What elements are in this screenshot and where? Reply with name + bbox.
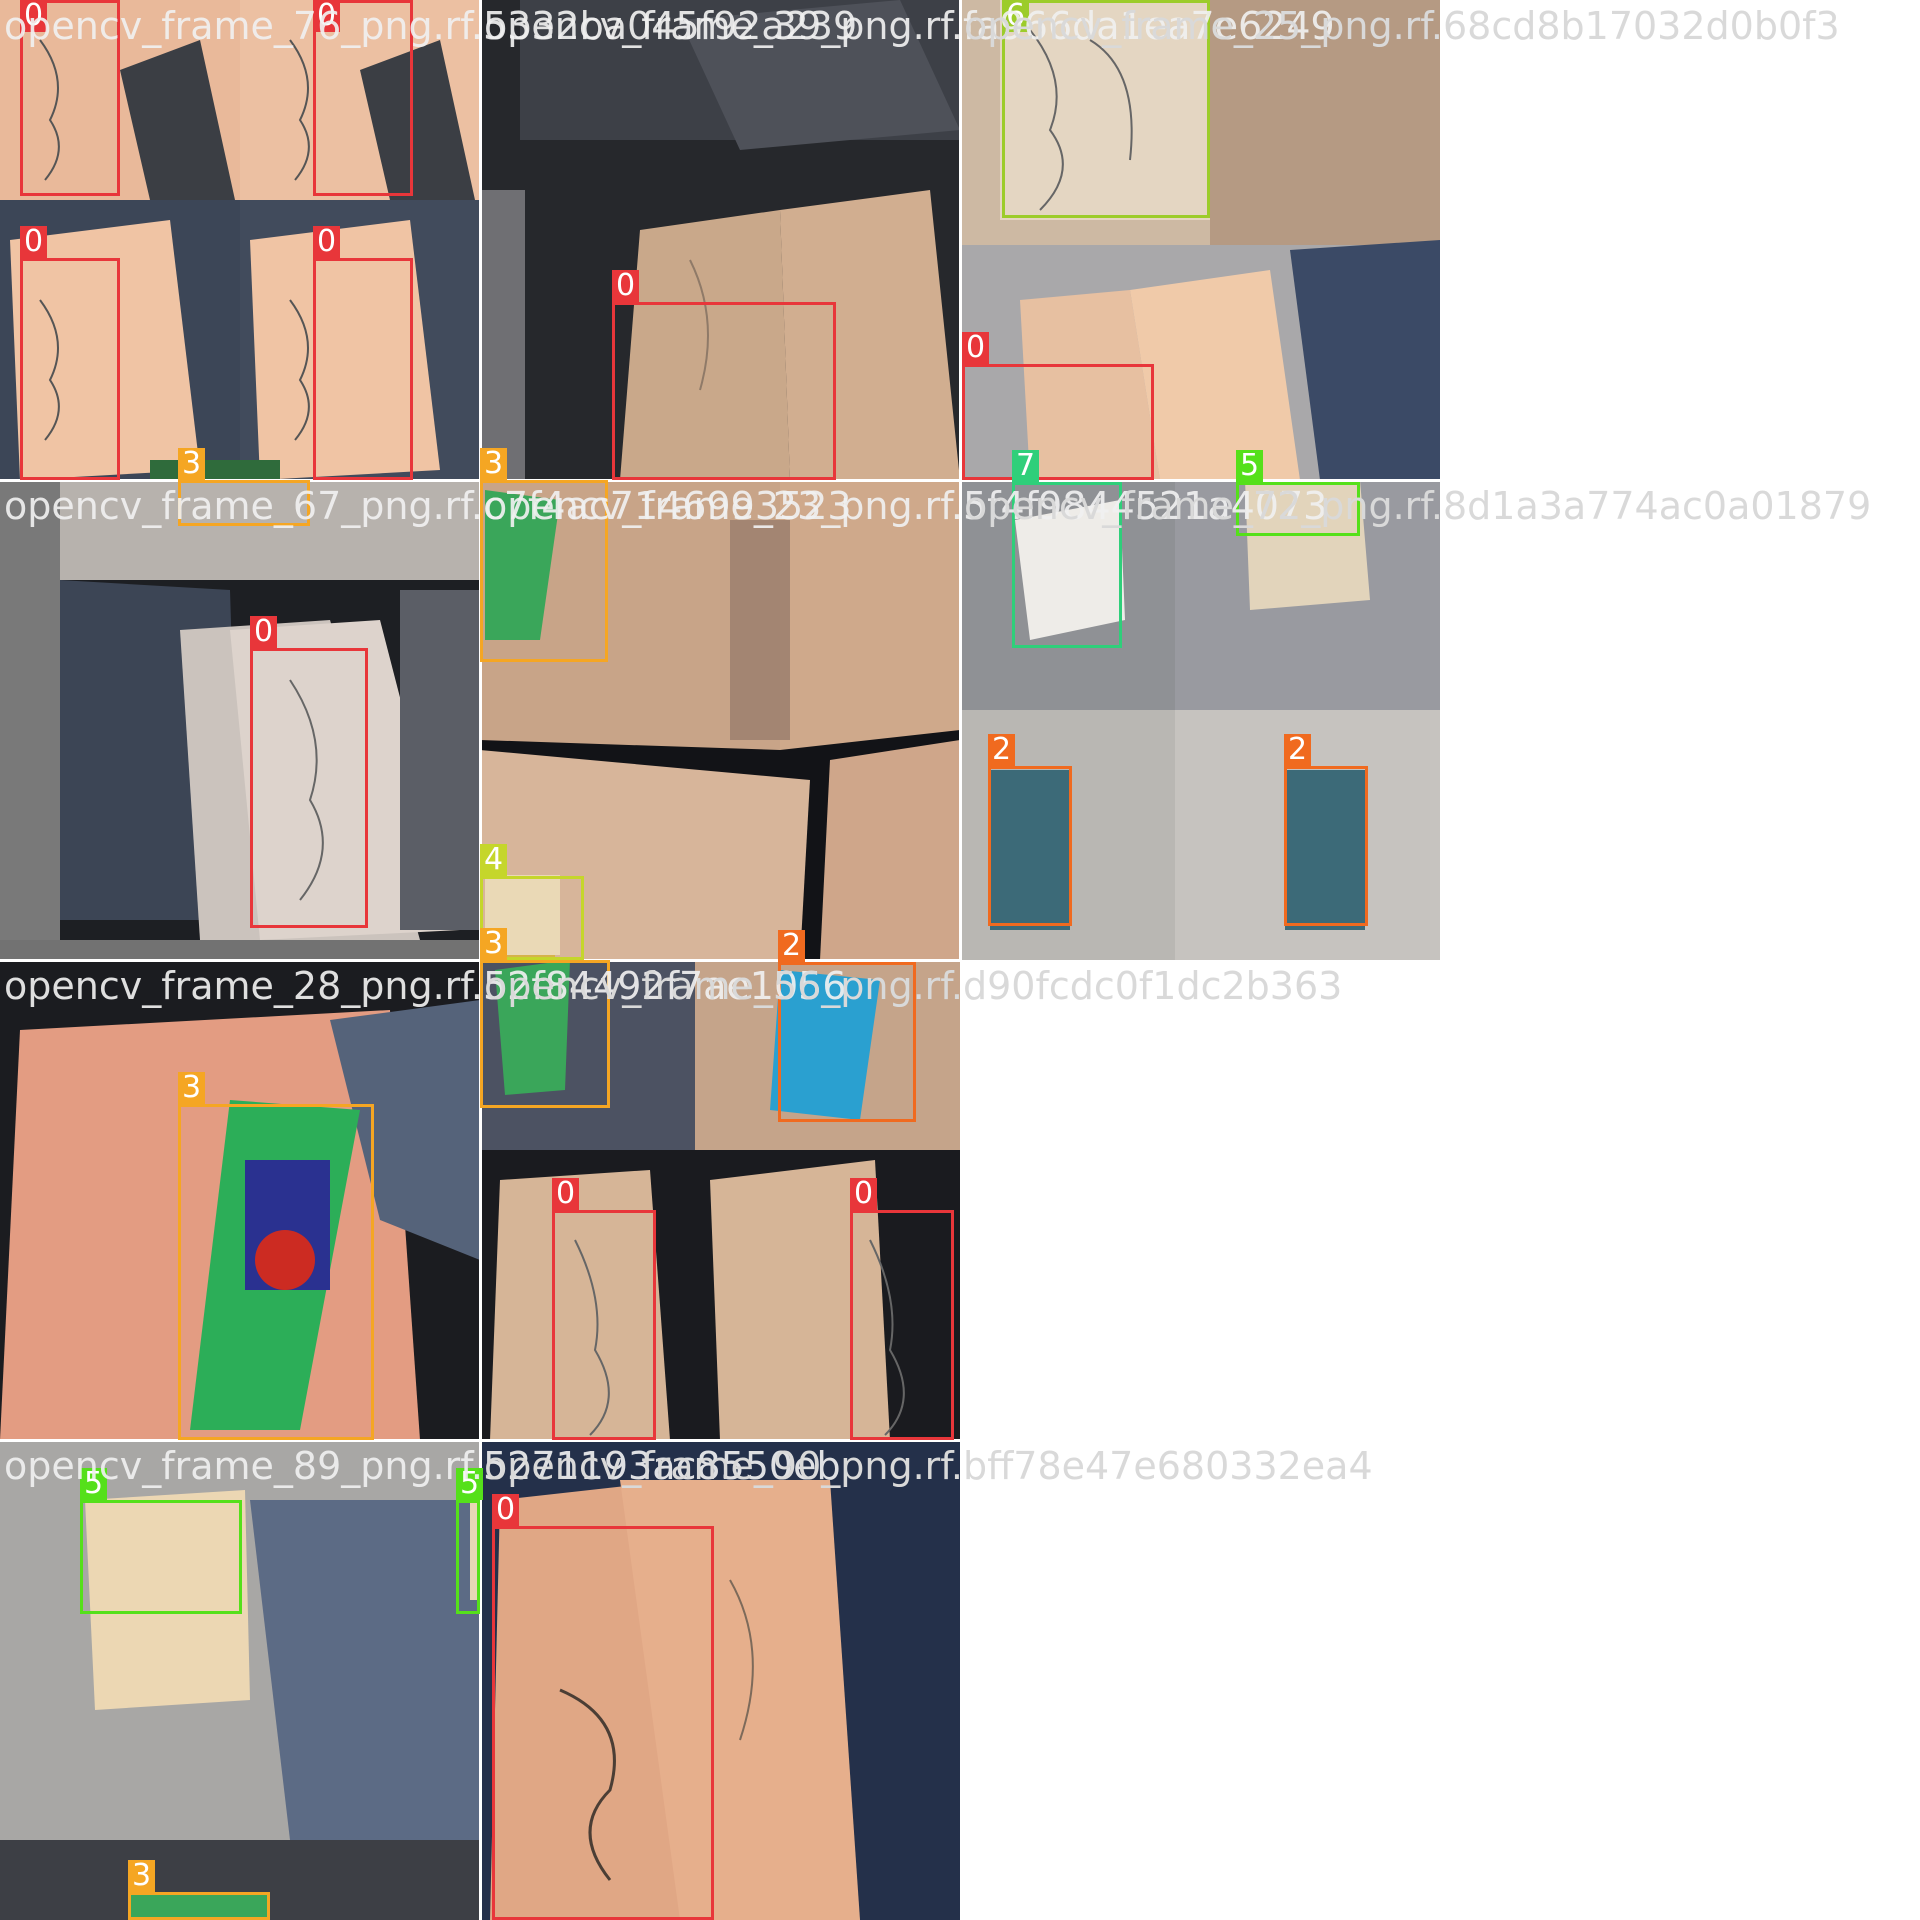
bbox-class-0 bbox=[313, 258, 413, 480]
mosaic-tile-frame-25 bbox=[960, 0, 1440, 480]
bbox-class-2 bbox=[778, 962, 916, 1122]
frame-23-photo bbox=[480, 480, 960, 960]
frame-67-photo bbox=[0, 480, 480, 960]
bbox-class-7 bbox=[1012, 482, 1122, 648]
bbox-label: 0 bbox=[552, 1178, 580, 1210]
mosaic-tile-frame-72 bbox=[960, 480, 1440, 960]
bbox-class-2 bbox=[1284, 766, 1368, 926]
bbox-label: 3 bbox=[480, 928, 508, 960]
bbox-label: 3 bbox=[128, 1860, 156, 1892]
bbox-label: 4 bbox=[480, 844, 508, 876]
bbox-class-3 bbox=[178, 1104, 374, 1440]
bbox-class-0 bbox=[313, 0, 413, 196]
bbox-class-0 bbox=[850, 1210, 954, 1440]
mosaic-tile-frame-28 bbox=[0, 960, 480, 1440]
bbox-label: 5 bbox=[456, 1468, 484, 1500]
bbox-class-3 bbox=[480, 960, 610, 1108]
bbox-label: 3 bbox=[480, 448, 508, 480]
bbox-label: 3 bbox=[178, 1072, 206, 1104]
bbox-label: 6 bbox=[1002, 0, 1030, 32]
bbox-class-3 bbox=[178, 480, 310, 526]
bbox-class-0 bbox=[492, 1526, 714, 1920]
bbox-label: 5 bbox=[1236, 450, 1264, 482]
mosaic-tile-frame-39 bbox=[480, 0, 960, 480]
bbox-label: 7 bbox=[1012, 450, 1040, 482]
bbox-label: 0 bbox=[313, 226, 341, 258]
mosaic-tile-frame-67 bbox=[0, 480, 480, 960]
bbox-class-6 bbox=[1002, 0, 1210, 218]
bbox-class-2 bbox=[988, 766, 1072, 926]
frame-25-photo bbox=[960, 0, 1440, 480]
grid-line-h3 bbox=[0, 1439, 960, 1442]
bbox-class-0 bbox=[962, 364, 1154, 480]
mosaic-tile-frame-90 bbox=[480, 1440, 960, 1920]
frame-39-photo bbox=[480, 0, 960, 480]
bbox-class-0 bbox=[20, 258, 120, 480]
bbox-label: 3 bbox=[178, 448, 206, 480]
frame-72-photo bbox=[960, 480, 1440, 960]
bbox-class-5 bbox=[80, 1500, 242, 1614]
bbox-label: 0 bbox=[313, 0, 341, 32]
bbox-label: 0 bbox=[492, 1494, 520, 1526]
bbox-label: 0 bbox=[962, 332, 990, 364]
bbox-class-0 bbox=[612, 302, 836, 480]
mosaic-tile-frame-23 bbox=[480, 480, 960, 960]
bbox-label: 0 bbox=[20, 0, 48, 32]
bbox-class-0 bbox=[552, 1210, 656, 1440]
bbox-class-0 bbox=[20, 0, 120, 196]
bbox-class-3 bbox=[128, 1892, 270, 1920]
bbox-label: 0 bbox=[250, 616, 278, 648]
bbox-label: 2 bbox=[778, 930, 806, 962]
bbox-label: 0 bbox=[612, 270, 640, 302]
bbox-label: 2 bbox=[1284, 734, 1312, 766]
frame-90-photo bbox=[480, 1440, 960, 1920]
bbox-class-5 bbox=[1236, 482, 1360, 536]
bbox-class-0 bbox=[250, 648, 368, 928]
bbox-label: 5 bbox=[80, 1468, 108, 1500]
bbox-class-3 bbox=[480, 480, 608, 662]
bbox-label: 2 bbox=[988, 734, 1016, 766]
bbox-class-4 bbox=[480, 876, 584, 960]
bbox-label: 0 bbox=[20, 226, 48, 258]
grid-line-h1 bbox=[0, 479, 1440, 482]
frame-28-photo bbox=[0, 960, 480, 1440]
bbox-class-5 bbox=[456, 1500, 480, 1614]
bbox-label: 0 bbox=[850, 1178, 878, 1210]
